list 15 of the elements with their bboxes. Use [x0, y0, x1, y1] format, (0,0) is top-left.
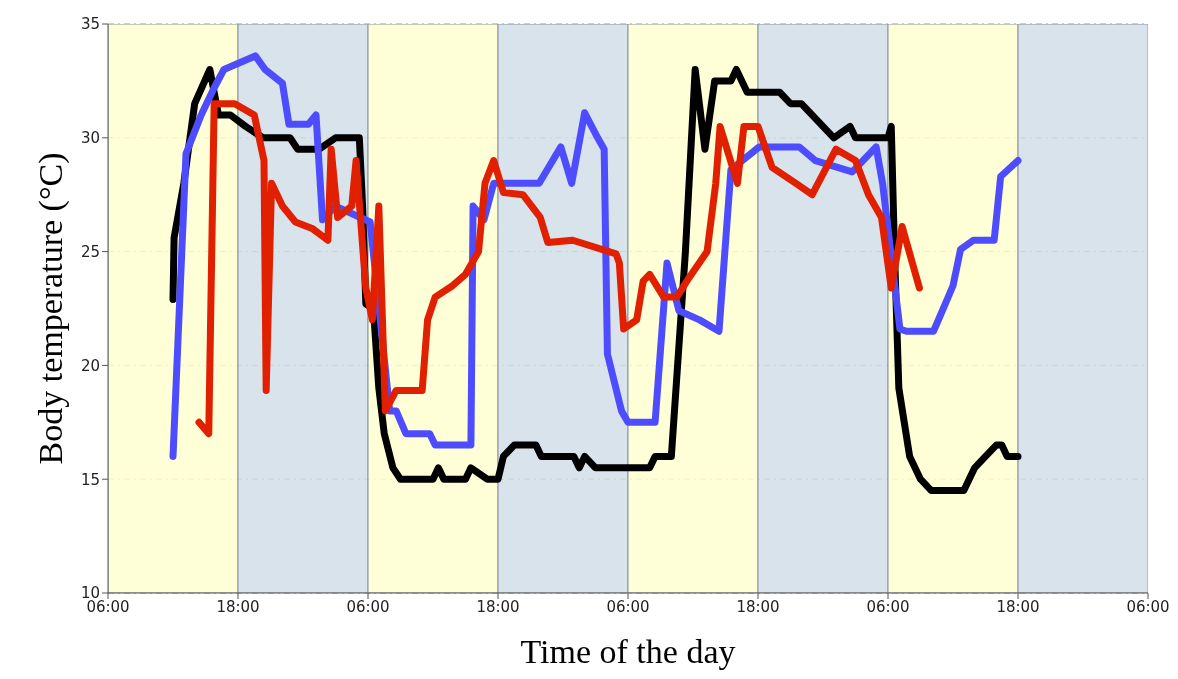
x-tick-label: 06:00: [1126, 597, 1170, 616]
x-axis-title: Time of the day: [520, 633, 736, 670]
y-tick-label: 35: [80, 15, 100, 34]
x-tick-label: 18:00: [736, 597, 780, 616]
x-tick-label: 18:00: [216, 597, 260, 616]
x-tick-label: 18:00: [476, 597, 520, 616]
y-tick-label: 15: [80, 470, 100, 489]
y-axis-title: Body temperature (°C): [32, 152, 71, 465]
y-tick-label: 25: [80, 242, 100, 261]
y-tick-label: 20: [80, 356, 100, 375]
y-tick-label: 30: [80, 129, 100, 148]
x-tick-label: 06:00: [346, 597, 390, 616]
x-tick-label: 06:00: [866, 597, 910, 616]
x-tick-label: 18:00: [996, 597, 1040, 616]
x-tick-label: 06:00: [606, 597, 650, 616]
